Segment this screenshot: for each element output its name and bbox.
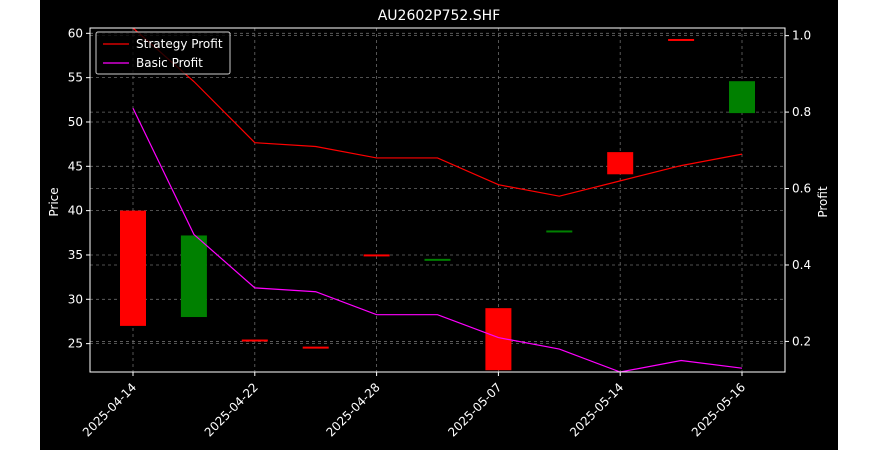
candle-body [302, 346, 329, 349]
y-left-tick-label: 30 [68, 292, 83, 306]
y-left-tick-label: 60 [68, 26, 83, 40]
y-left-tick-label: 45 [68, 159, 83, 173]
y-left-tick-label: 40 [68, 204, 83, 218]
candle-body [241, 339, 268, 342]
plot-frame [89, 27, 786, 373]
x-tick-label: 2025-05-14 [567, 380, 626, 439]
y-right-tick-label: 0.4 [792, 258, 811, 272]
candle-body [607, 152, 634, 175]
y-left-tick-label: 55 [68, 71, 83, 85]
x-tick-label: 2025-04-14 [80, 380, 139, 439]
y-left-tick-label: 35 [68, 248, 83, 262]
legend-box [95, 31, 231, 75]
candle-body [546, 230, 573, 233]
legend-label-1: Basic Profit [136, 56, 203, 70]
series-line-0 [132, 27, 743, 197]
legend-label-0: Strategy Profit [136, 37, 223, 51]
candle-body [180, 235, 207, 318]
series-line-1 [132, 108, 743, 373]
x-tick-label: 2025-04-28 [324, 380, 383, 439]
y-right-tick-label: 0.8 [792, 105, 811, 119]
x-tick-label: 2025-05-07 [445, 380, 504, 439]
candle-body [668, 38, 695, 41]
x-tick-label: 2025-04-22 [202, 380, 261, 439]
y-right-tick-label: 1.0 [792, 29, 811, 43]
candle-body [424, 258, 451, 261]
candle-body [363, 254, 390, 257]
chart-figure: Price Profit AU2602P752.SHF 25 30 35 40 45 50 5… [40, 0, 838, 450]
y-left-tick-label: 25 [68, 337, 83, 351]
candle-body [729, 81, 755, 114]
y-left-tick-label: 50 [68, 115, 83, 129]
y-right-tick-label: 0.6 [792, 182, 811, 196]
plot-top-mask [90, 0, 785, 28]
chart-svg: Price Profit AU2602P752.SHF 25 30 35 40 45 50 5… [47, 0, 830, 439]
y-axis-left-title: Price [47, 187, 61, 216]
y-axis-right-title: Profit [816, 186, 830, 218]
y-right-tick-label: 0.2 [792, 334, 811, 348]
chart-title: AU2602P752.SHF [378, 8, 501, 24]
candle-body [120, 210, 146, 326]
x-tick-label: 2025-05-16 [689, 380, 748, 439]
